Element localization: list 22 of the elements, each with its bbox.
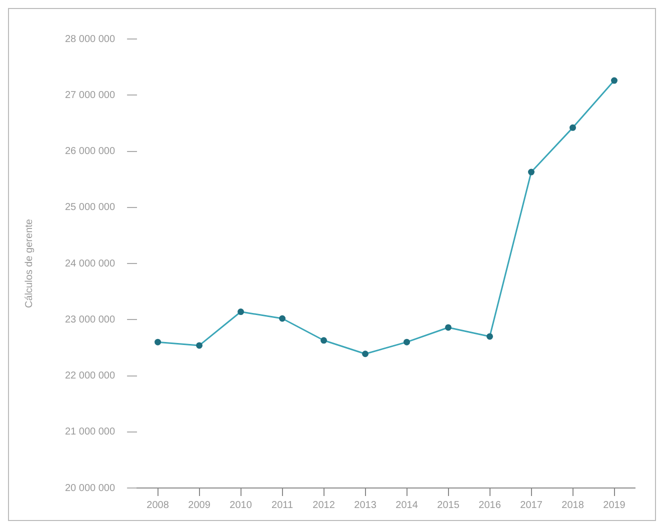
y-tick-label: 21 000 000 <box>64 426 116 438</box>
x-tick-label: 2019 <box>603 500 626 511</box>
x-tick-label: 2013 <box>354 500 377 511</box>
y-tick-label: 26 000 000 <box>64 146 116 157</box>
y-tick-label: 27 000 000 <box>64 90 116 101</box>
x-tick-label: 2011 <box>272 500 294 511</box>
y-tick-label: 28 000 000 <box>64 34 116 45</box>
x-tick-label: 2010 <box>230 500 252 511</box>
y-tick-label: 23 000 000 <box>64 314 116 326</box>
x-tick-label: 2017 <box>520 500 543 511</box>
x-tick-label: 2015 <box>437 500 460 511</box>
y-tick-label: 24 000 000 <box>64 258 116 270</box>
y-tick-label: 25 000 000 <box>64 202 116 214</box>
x-tick-label: 2018 <box>562 500 584 511</box>
x-tick-label: 2009 <box>188 500 211 511</box>
x-tick-label: 2012 <box>312 500 336 511</box>
y-tick-label: 22 000 000 <box>64 370 116 382</box>
x-tick-label: 2014 <box>396 500 418 511</box>
y-axis-title: Cálculos de gerente <box>24 218 35 308</box>
x-tick-label: 2008 <box>146 500 170 511</box>
x-tick-label: 2016 <box>478 500 502 511</box>
y-tick-label: 20 000 000 <box>64 482 116 494</box>
